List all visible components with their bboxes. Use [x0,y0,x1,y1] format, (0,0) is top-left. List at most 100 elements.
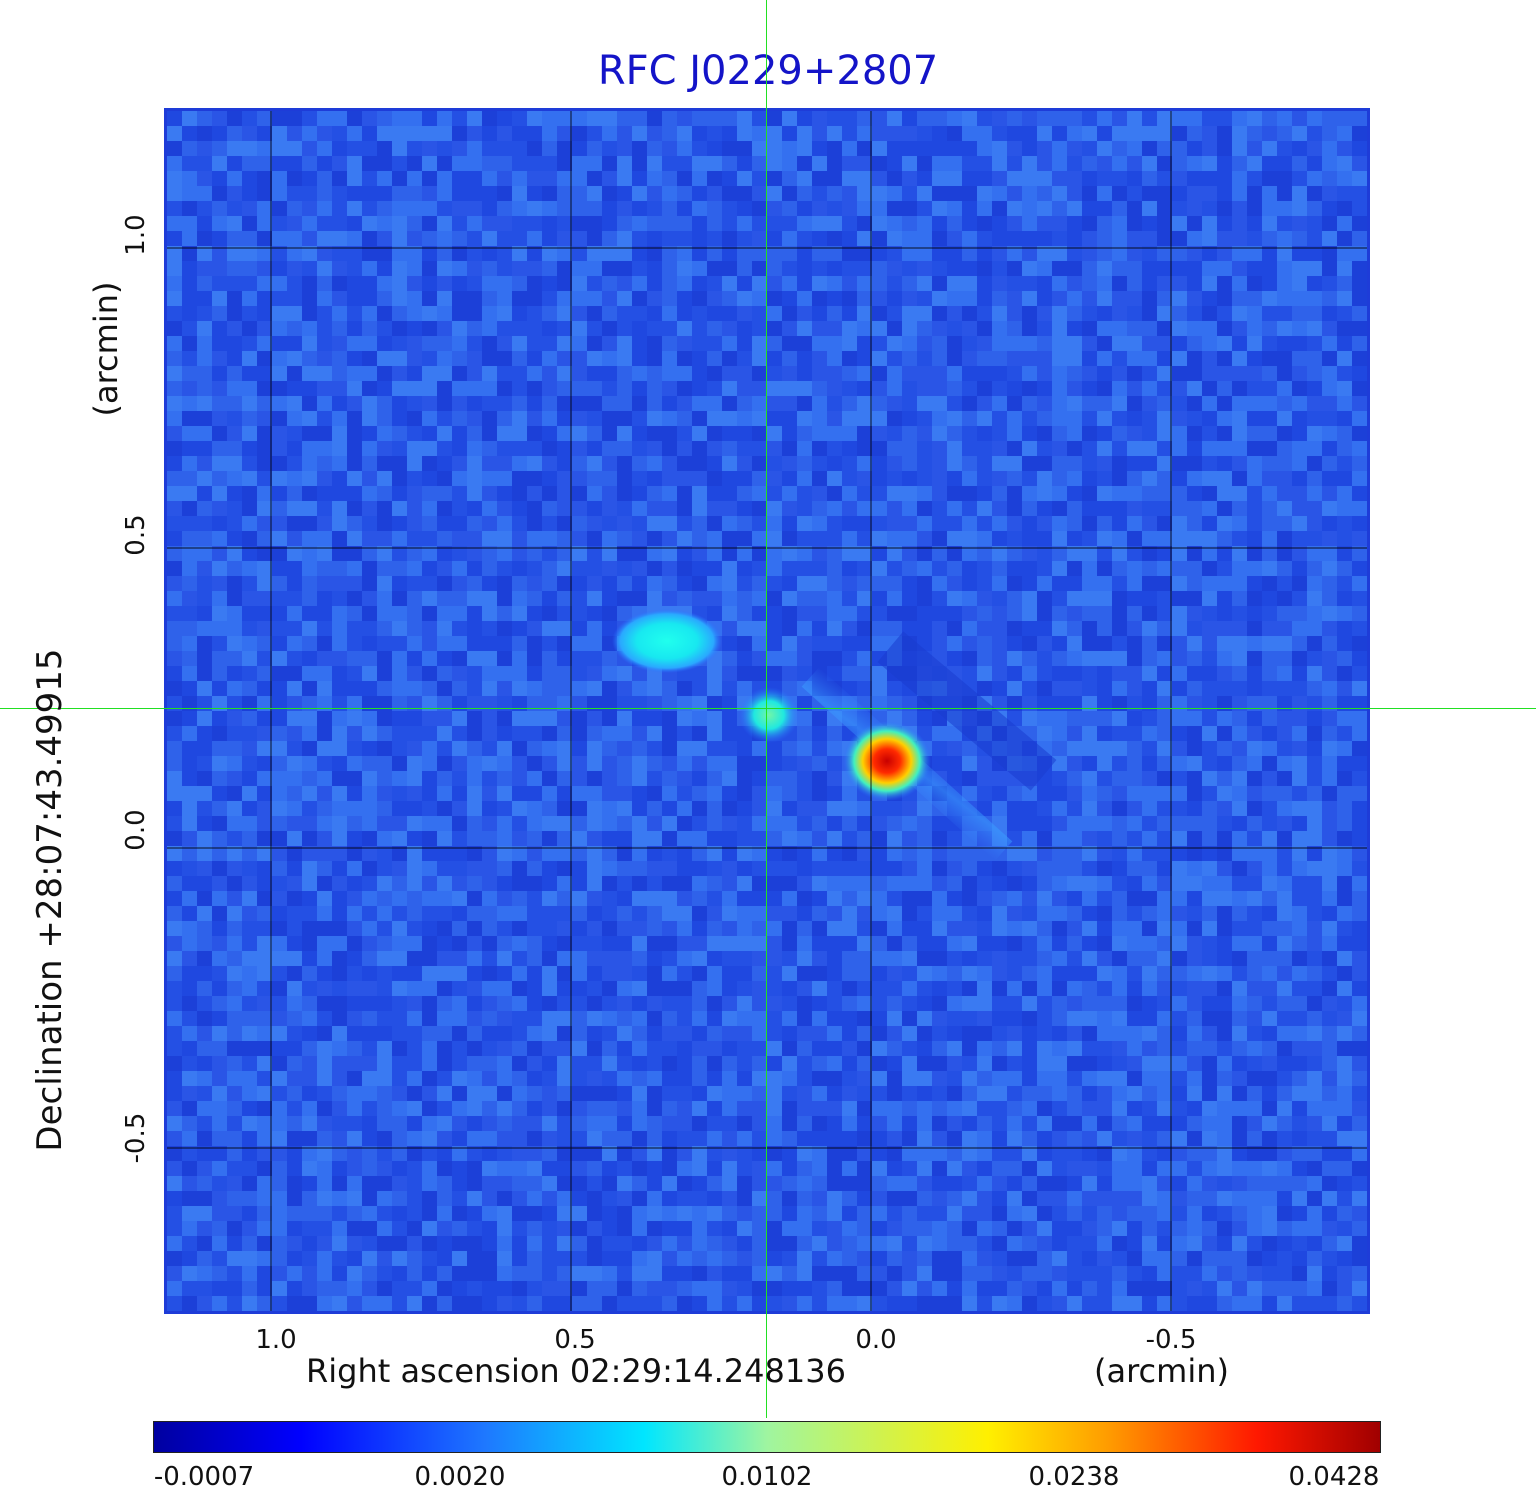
noise-pixel [482,696,497,711]
noise-pixel [527,876,542,891]
noise-pixel [497,231,512,246]
noise-pixel [437,816,452,831]
noise-pixel [437,531,452,546]
noise-pixel [917,531,932,546]
noise-pixel [1337,336,1352,351]
noise-pixel [1127,786,1142,801]
noise-pixel [887,531,902,546]
radio-map-image[interactable] [164,108,1370,1314]
noise-pixel [1172,906,1187,921]
noise-pixel [542,786,557,801]
noise-pixel [1187,816,1202,831]
noise-pixel [962,636,977,651]
noise-pixel [872,531,887,546]
noise-pixel [842,861,857,876]
noise-pixel [347,411,362,426]
noise-pixel [767,996,782,1011]
noise-pixel [1157,111,1172,126]
noise-pixel [197,666,212,681]
noise-pixel [872,486,887,501]
noise-pixel [467,321,482,336]
noise-pixel [557,441,572,456]
noise-pixel [317,471,332,486]
noise-pixel [1097,456,1112,471]
noise-pixel [437,711,452,726]
noise-pixel [1202,801,1217,816]
noise-pixel [917,216,932,231]
noise-pixel [1337,966,1352,981]
noise-pixel [557,756,572,771]
noise-pixel [752,921,767,936]
noise-pixel [482,711,497,726]
noise-pixel [1187,501,1202,516]
noise-pixel [407,321,422,336]
noise-pixel [1307,351,1322,366]
noise-pixel [257,426,272,441]
noise-pixel [1172,816,1187,831]
noise-pixel [437,606,452,621]
noise-pixel [842,141,857,156]
noise-pixel [197,171,212,186]
noise-pixel [317,291,332,306]
noise-pixel [917,861,932,876]
noise-pixel [1052,741,1067,756]
noise-pixel [617,486,632,501]
noise-pixel [677,981,692,996]
noise-pixel [527,801,542,816]
noise-pixel [707,246,722,261]
noise-pixel [1352,696,1367,711]
noise-pixel [572,141,587,156]
noise-pixel [1022,456,1037,471]
noise-pixel [527,141,542,156]
noise-pixel [182,321,197,336]
noise-pixel [527,891,542,906]
noise-pixel [1367,876,1370,891]
noise-pixel [1127,726,1142,741]
noise-pixel [872,951,887,966]
noise-pixel [767,411,782,426]
noise-pixel [677,741,692,756]
noise-pixel [1067,291,1082,306]
noise-pixel [287,681,302,696]
noise-pixel [467,771,482,786]
noise-pixel [317,651,332,666]
noise-pixel [617,726,632,741]
noise-pixel [1292,486,1307,501]
noise-pixel [752,486,767,501]
noise-pixel [302,1026,317,1041]
noise-pixel [707,921,722,936]
noise-pixel [1082,246,1097,261]
noise-pixel [1187,336,1202,351]
noise-pixel [1322,156,1337,171]
noise-pixel [902,531,917,546]
noise-pixel [212,126,227,141]
noise-pixel [572,1011,587,1026]
noise-pixel [962,546,977,561]
noise-pixel [167,531,182,546]
noise-pixel [242,576,257,591]
noise-pixel [932,366,947,381]
noise-pixel [1352,756,1367,771]
noise-pixel [1157,741,1172,756]
noise-pixel [1352,891,1367,906]
noise-pixel [272,741,287,756]
noise-pixel [1277,246,1292,261]
noise-pixel [1157,381,1172,396]
noise-pixel [917,996,932,1011]
noise-pixel [167,381,182,396]
noise-pixel [1292,531,1307,546]
noise-pixel [977,906,992,921]
noise-pixel [1172,756,1187,771]
noise-pixel [902,891,917,906]
noise-pixel [392,561,407,576]
noise-pixel [242,816,257,831]
noise-pixel [842,351,857,366]
noise-pixel [1352,306,1367,321]
noise-pixel [722,441,737,456]
noise-pixel [1232,726,1247,741]
noise-pixel [497,306,512,321]
noise-pixel [692,1026,707,1041]
noise-pixel [932,276,947,291]
noise-pixel [482,426,497,441]
noise-pixel [1202,231,1217,246]
